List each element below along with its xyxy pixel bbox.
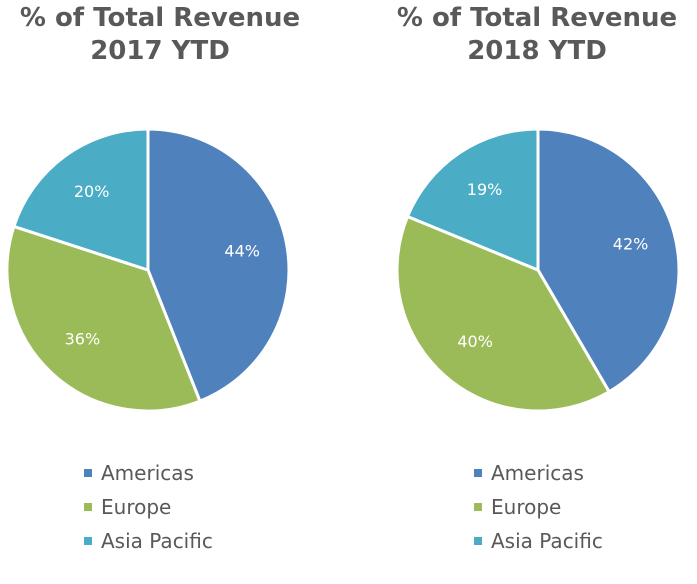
- legend-label-asia-pacific: Asia Pacific: [491, 529, 603, 553]
- legend-swatch-americas: [84, 469, 92, 477]
- legend-label-europe: Europe: [491, 495, 562, 519]
- chart-title-line2: 2018 YTD: [467, 36, 607, 66]
- chart-title-2017: % of Total Revenue 2017 YTD: [0, 2, 320, 68]
- legend-label-americas: Americas: [101, 461, 194, 485]
- pie-chart-2017: % of Total Revenue 2017 YTD 44% 36% 20% Am…: [0, 0, 320, 584]
- data-label-americas: 44%: [224, 242, 260, 261]
- legend-label-asia-pacific: Asia Pacific: [101, 529, 213, 553]
- legend-item-europe: Europe: [474, 490, 603, 524]
- pie-slice-asia-pacific: [406, 127, 540, 272]
- legend-swatch-asia-pacific: [474, 537, 482, 545]
- pie-slice-europe: [5, 224, 202, 413]
- data-label-asia-pacific: 19%: [467, 180, 503, 199]
- legend-item-americas: Americas: [84, 456, 213, 490]
- legend-swatch-americas: [474, 469, 482, 477]
- legend-item-americas: Americas: [474, 456, 603, 490]
- legend-swatch-asia-pacific: [84, 537, 92, 545]
- legend-swatch-europe: [84, 503, 92, 511]
- pie-plot-2017: 44% 36% 20%: [5, 127, 291, 413]
- data-label-europe: 36%: [65, 329, 101, 348]
- legend-label-americas: Americas: [491, 461, 584, 485]
- pie-slice-europe: [395, 215, 611, 413]
- chart-title-2018: % of Total Revenue 2018 YTD: [377, 2, 697, 68]
- legend-item-europe: Europe: [84, 490, 213, 524]
- data-label-europe: 40%: [457, 332, 493, 351]
- pie-slice-asia-pacific: [12, 127, 150, 272]
- pie-slice-americas: [146, 127, 291, 403]
- chart-title-line2: 2017 YTD: [90, 36, 230, 66]
- chart-title-line1: % of Total Revenue: [396, 3, 678, 33]
- legend-item-asia-pacific: Asia Pacific: [474, 524, 603, 558]
- legend-swatch-europe: [474, 503, 482, 511]
- chart-title-line1: % of Total Revenue: [19, 3, 301, 33]
- data-label-asia-pacific: 20%: [74, 182, 110, 201]
- legend-2017: Americas Europe Asia Pacific: [84, 456, 213, 558]
- pie-chart-2018: % of Total Revenue 2018 YTD 42% 40% 19% Am…: [377, 0, 697, 584]
- legend-2018: Americas Europe Asia Pacific: [474, 456, 603, 558]
- pie-slice-americas: [536, 127, 681, 394]
- data-label-americas: 42%: [613, 234, 649, 253]
- legend-item-asia-pacific: Asia Pacific: [84, 524, 213, 558]
- pie-plot-2018: 42% 40% 19%: [395, 127, 681, 413]
- legend-label-europe: Europe: [101, 495, 172, 519]
